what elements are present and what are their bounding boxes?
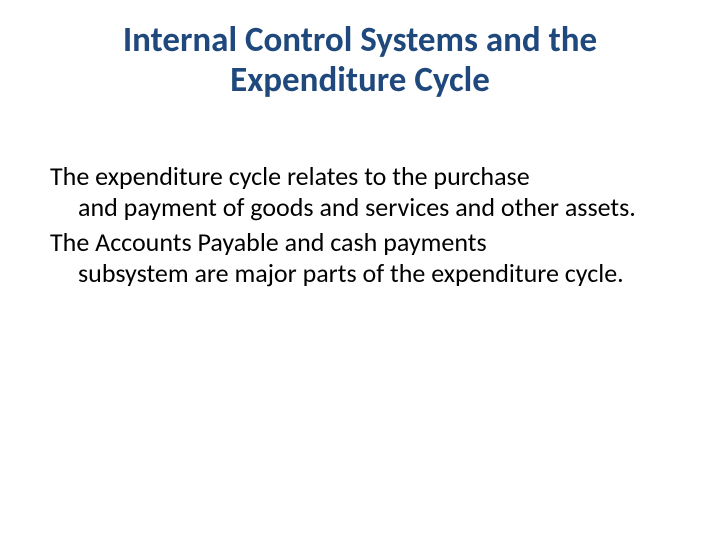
- paragraph-1: The expenditure cycle relates to the pur…: [50, 161, 670, 223]
- slide-container: Internal Control Systems and the Expendi…: [0, 0, 720, 540]
- slide-title: Internal Control Systems and the Expendi…: [50, 20, 670, 101]
- paragraph-2: The Accounts Payable and cash payments s…: [50, 227, 670, 289]
- paragraph-2-continuation: subsystem are major parts of the expendi…: [50, 258, 670, 289]
- paragraph-2-first-line: The Accounts Payable and cash payments: [50, 227, 670, 258]
- paragraph-1-continuation: and payment of goods and services and ot…: [50, 192, 670, 223]
- paragraph-1-first-line: The expenditure cycle relates to the pur…: [50, 161, 670, 192]
- slide-body: The expenditure cycle relates to the pur…: [50, 161, 670, 290]
